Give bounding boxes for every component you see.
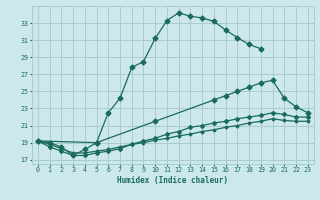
- X-axis label: Humidex (Indice chaleur): Humidex (Indice chaleur): [117, 176, 228, 185]
